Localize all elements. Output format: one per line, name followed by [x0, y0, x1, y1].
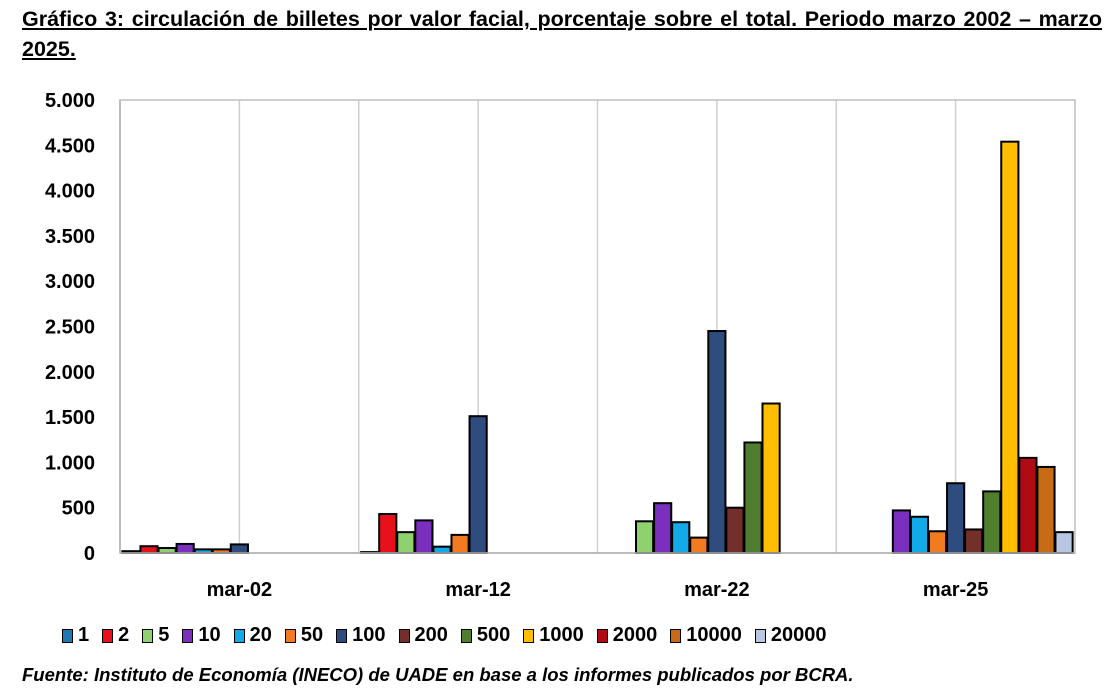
- legend-label: 2: [118, 624, 130, 646]
- legend-label: 10: [198, 624, 221, 646]
- legend-item-2: 2: [102, 624, 129, 647]
- legend-swatch: [523, 628, 535, 643]
- bar-1000-mar-22: [761, 402, 781, 555]
- y-tick-label: 0: [84, 543, 95, 565]
- legend-item-1000: 1000: [523, 624, 584, 647]
- y-tick-label: 1.500: [45, 407, 95, 429]
- bar-20-mar-25: [909, 515, 930, 555]
- bar-200-mar-25: [964, 528, 984, 554]
- legend-swatch: [754, 628, 766, 643]
- bar-200-mar-22: [725, 506, 745, 555]
- legend-swatch: [142, 628, 154, 643]
- bar-100-mar-22: [707, 330, 727, 554]
- y-tick-label: 5.000: [45, 90, 95, 112]
- source-note: Fuente: Instituto de Economía (INECO) de…: [22, 664, 854, 685]
- legend-item-100: 100: [336, 624, 386, 647]
- bar-2-mar-02: [139, 545, 159, 555]
- legend-swatch: [336, 628, 348, 643]
- legend-swatch: [62, 628, 73, 643]
- legend-label: 500: [476, 624, 511, 646]
- legend-label: 20: [249, 624, 272, 646]
- x-tick-label: mar-22: [684, 579, 750, 601]
- chart-title: Gráfico 3: circulación de billetes por v…: [22, 7, 1102, 61]
- bar-10-mar-02: [175, 542, 195, 555]
- legend-swatch: [670, 628, 682, 643]
- bar-1000-mar-25: [1000, 140, 1020, 554]
- y-tick-label: 4.000: [45, 181, 95, 203]
- legend-item-1: 1: [62, 624, 89, 647]
- legend-label: 10000: [686, 624, 742, 646]
- y-tick-label: 1.000: [45, 452, 95, 474]
- x-tick-label: mar-02: [207, 579, 273, 601]
- y-tick-label: 3.500: [45, 226, 95, 248]
- legend-item-10000: 10000: [670, 624, 742, 647]
- bar-10000-mar-25: [1036, 465, 1056, 554]
- legend-swatch: [284, 628, 296, 643]
- plot-frame: [119, 99, 1076, 554]
- legend-swatch: [398, 628, 410, 643]
- bar-20-mar-22: [671, 521, 691, 554]
- bar-5-mar-12: [396, 531, 416, 554]
- legend-item-10: 10: [182, 624, 221, 647]
- y-tick-label: 2.000: [45, 362, 95, 384]
- legend-swatch: [460, 628, 472, 643]
- legend-label: 2000: [612, 624, 658, 646]
- bar-5-mar-22: [635, 520, 655, 554]
- y-tick-label: 3.000: [45, 271, 95, 293]
- legend-swatch: [182, 628, 194, 643]
- legend-item-20: 20: [233, 624, 272, 647]
- legend-swatch: [233, 628, 245, 643]
- legend-label: 100: [352, 624, 386, 646]
- bar-20-mar-12: [432, 545, 452, 555]
- bar-50-mar-22: [689, 536, 709, 555]
- legend-item-200: 200: [398, 624, 448, 647]
- bar-500-mar-22: [743, 441, 763, 554]
- y-tick-label: 2.500: [45, 317, 95, 339]
- legend-label: 1: [78, 624, 90, 646]
- legend-swatch: [102, 628, 114, 643]
- bars: [121, 140, 1074, 555]
- bar-2-mar-12: [378, 513, 398, 554]
- legend: 1 2 5 10 20 50 100 200 500 1000 2000 10000 20000: [62, 624, 840, 647]
- bar-2000-mar-25: [1018, 456, 1038, 554]
- x-tick-label: mar-25: [923, 579, 989, 601]
- legend-label: 1000: [539, 624, 584, 646]
- y-tick-label: 4.500: [45, 135, 95, 157]
- y-axis-ticks: 0 500 1.000 1.500 2.000 2.500 3.000 3.500 4.000 4…: [45, 90, 95, 565]
- legend-item-50: 50: [284, 624, 324, 647]
- bar-500-mar-25: [982, 490, 1002, 554]
- bar-50-mar-25: [927, 530, 948, 554]
- legend-label: 200: [414, 624, 448, 646]
- bar-20000-mar-25: [1054, 531, 1074, 554]
- y-tick-label: 500: [62, 498, 95, 520]
- x-tick-label: mar-12: [445, 579, 511, 601]
- bar-100-mar-12: [468, 415, 488, 554]
- legend-item-2000: 2000: [596, 624, 658, 647]
- legend-item-500: 500: [460, 624, 511, 647]
- legend-label: 20000: [770, 624, 827, 646]
- bar-100-mar-02: [229, 543, 249, 555]
- legend-item-20000: 20000: [754, 624, 827, 647]
- legend-swatch: [596, 628, 608, 643]
- bar-100-mar-25: [946, 482, 966, 555]
- bar-10-mar-22: [653, 502, 673, 555]
- bar-50-mar-12: [450, 533, 470, 555]
- legend-item-5: 5: [142, 624, 169, 647]
- x-axis-ticks: mar-02 mar-12 mar-22 mar-25: [207, 579, 989, 601]
- gridlines: [119, 100, 1075, 554]
- bar-10-mar-25: [891, 509, 911, 554]
- legend-label: 50: [300, 624, 324, 646]
- bar-10-mar-12: [414, 519, 434, 554]
- legend-label: 5: [158, 624, 170, 646]
